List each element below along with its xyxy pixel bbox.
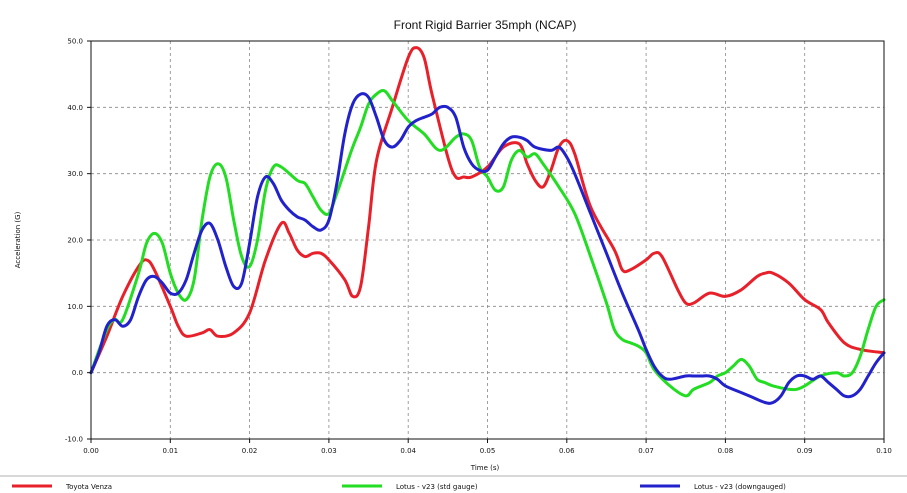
x-tick-label: 0.03	[321, 447, 337, 455]
legend-entry: Toyota Venza	[65, 483, 112, 491]
y-axis-ticks: -10.0 0.0 10.0 20.0 30.0 40.0 50.0	[65, 38, 91, 444]
series-line-3	[89, 92, 886, 405]
x-tick-label: 0.01	[163, 447, 179, 455]
series-group	[89, 46, 886, 405]
y-tick-label: 10.0	[67, 303, 83, 311]
y-tick-label: 40.0	[67, 104, 83, 112]
y-tick-label: 20.0	[67, 237, 83, 245]
grid	[91, 41, 884, 439]
legend: Toyota Venza Lotus - v23 (std gauge) Lotus…	[12, 483, 786, 491]
x-tick-label: 0.09	[797, 447, 813, 455]
x-tick-label: 0.06	[559, 447, 575, 455]
y-axis-label: Acceleration (G)	[14, 211, 22, 268]
x-tick-label: 0.04	[400, 447, 416, 455]
x-tick-label: 0.02	[242, 447, 258, 455]
x-tick-label: 0.05	[480, 447, 496, 455]
x-tick-label: 0.07	[638, 447, 654, 455]
y-tick-label: -10.0	[65, 436, 83, 444]
legend-entry: Lotus - v23 (std gauge)	[396, 483, 478, 491]
y-tick-label: 0.0	[72, 369, 83, 377]
x-tick-label: 0.10	[876, 447, 892, 455]
y-tick-label: 30.0	[67, 170, 83, 178]
x-axis-label: Time (s)	[470, 464, 500, 472]
series-line-1	[89, 46, 886, 375]
x-tick-label: 0.08	[718, 447, 734, 455]
x-tick-label: 0.00	[83, 447, 99, 455]
x-axis-ticks: 0.00 0.01 0.02 0.03 0.04 0.05 0.06 0.07 0.08 0.09…	[83, 439, 892, 455]
y-tick-label: 50.0	[67, 38, 83, 46]
legend-entry: Lotus - v23 (downgauged)	[694, 483, 786, 491]
series-line-2	[89, 89, 886, 398]
chart-title: Front Rigid Barrier 35mph (NCAP)	[394, 18, 577, 32]
